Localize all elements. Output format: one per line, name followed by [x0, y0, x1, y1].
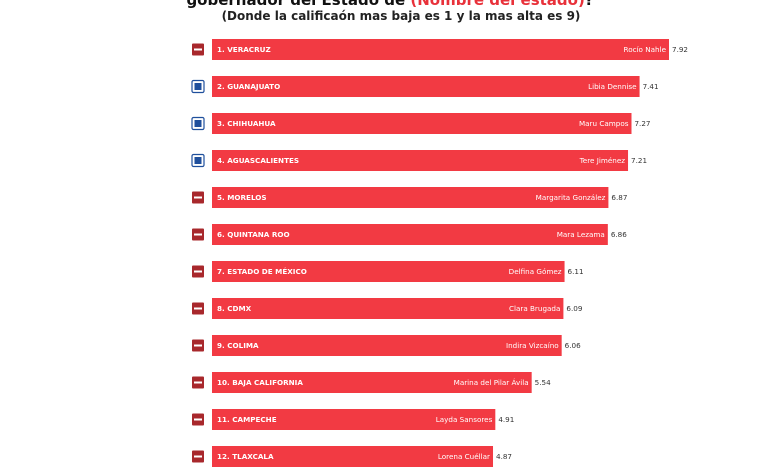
pan-logo-icon — [194, 157, 202, 164]
value-label: 6.11 — [568, 267, 584, 276]
value-label: 5.54 — [535, 378, 551, 387]
morena-logo-icon — [194, 307, 202, 310]
value-label: 6.06 — [565, 341, 581, 350]
governor-label: Layda Sansores — [436, 415, 493, 424]
chart-subtitle: (Donde la calificaón mas baja es 1 y la … — [221, 9, 581, 23]
category-label: 1. VERACRUZ — [217, 45, 271, 54]
value-label: 7.27 — [634, 119, 650, 128]
morena-logo-icon — [194, 344, 202, 347]
governor-label: Tere Jiménez — [579, 156, 626, 165]
bar — [212, 224, 608, 245]
value-label: 4.87 — [496, 452, 512, 461]
pan-logo-icon — [194, 83, 202, 90]
morena-logo-icon — [194, 233, 202, 236]
bar — [212, 150, 629, 171]
category-label: 6. QUINTANA ROO — [217, 230, 290, 239]
bar — [212, 76, 640, 97]
morena-logo-icon — [194, 270, 202, 273]
value-label: 7.41 — [643, 82, 659, 91]
governor-label: Lorena Cuéllar — [438, 452, 490, 461]
morena-logo-icon — [194, 48, 202, 51]
category-label: 4. AGUASCALIENTES — [217, 156, 299, 165]
category-label: 10. BAJA CALIFORNIA — [217, 378, 303, 387]
bar — [212, 113, 632, 134]
category-label: 11. CAMPECHE — [217, 415, 277, 424]
value-label: 7.21 — [631, 156, 647, 165]
category-label: 9. COLIMA — [217, 341, 259, 350]
bar — [212, 372, 532, 393]
morena-logo-icon — [194, 455, 202, 458]
category-label: 5. MORELOS — [217, 193, 267, 202]
bar — [212, 409, 496, 430]
morena-logo-icon — [194, 418, 202, 421]
bar — [212, 261, 565, 282]
governor-label: Rocío Nahle — [624, 45, 667, 54]
governor-label: Margarita González — [536, 193, 606, 202]
bar — [212, 298, 564, 319]
title-suffix: ? — [584, 0, 594, 9]
bar — [212, 187, 609, 208]
bar — [212, 446, 494, 467]
title-highlight: (Nombre del estado) — [410, 0, 585, 9]
category-label: 2. GUANAJUATO — [217, 82, 280, 91]
governor-label: Marina del Pilar Ávila — [454, 378, 529, 387]
governor-label: Indira Vizcaíno — [506, 341, 559, 350]
category-label: 12. TLAXCALA — [217, 452, 274, 461]
governor-label: Mara Lezama — [557, 230, 605, 239]
morena-logo-icon — [194, 196, 202, 199]
governor-label: Delfina Gómez — [509, 267, 562, 276]
value-label: 7.92 — [672, 45, 688, 54]
value-label: 6.86 — [611, 230, 627, 239]
title-prefix: gobernador del Estado de — [186, 0, 411, 9]
value-label: 6.09 — [566, 304, 582, 313]
value-label: 6.87 — [611, 193, 627, 202]
governor-label: Libia Dennise — [588, 82, 637, 91]
category-label: 8. CDMX — [217, 304, 252, 313]
governor-label: Maru Campos — [579, 119, 629, 128]
morena-logo-icon — [194, 381, 202, 384]
governor-label: Clara Brugada — [509, 304, 560, 313]
pan-logo-icon — [194, 120, 202, 127]
category-label: 7. ESTADO DE MÉXICO — [217, 267, 307, 276]
value-label: 4.91 — [498, 415, 514, 424]
category-label: 3. CHIHUAHUA — [217, 119, 276, 128]
bar — [212, 39, 669, 60]
chart-title: gobernador del Estado de (Nombre del est… — [0, 0, 780, 9]
bar — [212, 335, 562, 356]
